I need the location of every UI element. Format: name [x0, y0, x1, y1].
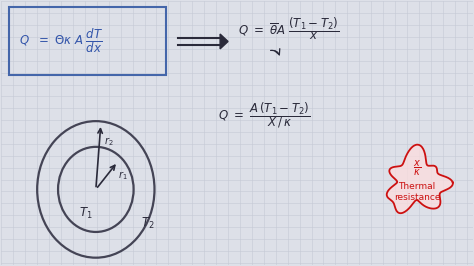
Text: $\dfrac{x}{\kappa}$: $\dfrac{x}{\kappa}$ — [413, 159, 421, 178]
Text: resistance: resistance — [394, 193, 440, 202]
Text: $Q\ =\ \dfrac{A\,(T_1-T_2)}{X\,/\,\kappa}$: $Q\ =\ \dfrac{A\,(T_1-T_2)}{X\,/\,\kappa… — [218, 100, 310, 130]
Text: $r_1$: $r_1$ — [118, 169, 128, 182]
Text: $Q\ =\ \overline{\theta}A\ \dfrac{(T_1-T_2)}{x}$: $Q\ =\ \overline{\theta}A\ \dfrac{(T_1-T… — [238, 15, 339, 42]
Bar — [9, 7, 166, 75]
Polygon shape — [220, 34, 228, 49]
Text: $Q\ \ =\ \Theta\kappa\ A\ \dfrac{dT}{dx}$: $Q\ \ =\ \Theta\kappa\ A\ \dfrac{dT}{dx}… — [19, 27, 104, 55]
Text: Thermal: Thermal — [398, 182, 436, 191]
Text: $r_2$: $r_2$ — [104, 135, 113, 148]
Polygon shape — [387, 145, 453, 213]
Text: $T_1$: $T_1$ — [79, 206, 93, 221]
Text: $T_2$: $T_2$ — [141, 216, 155, 231]
